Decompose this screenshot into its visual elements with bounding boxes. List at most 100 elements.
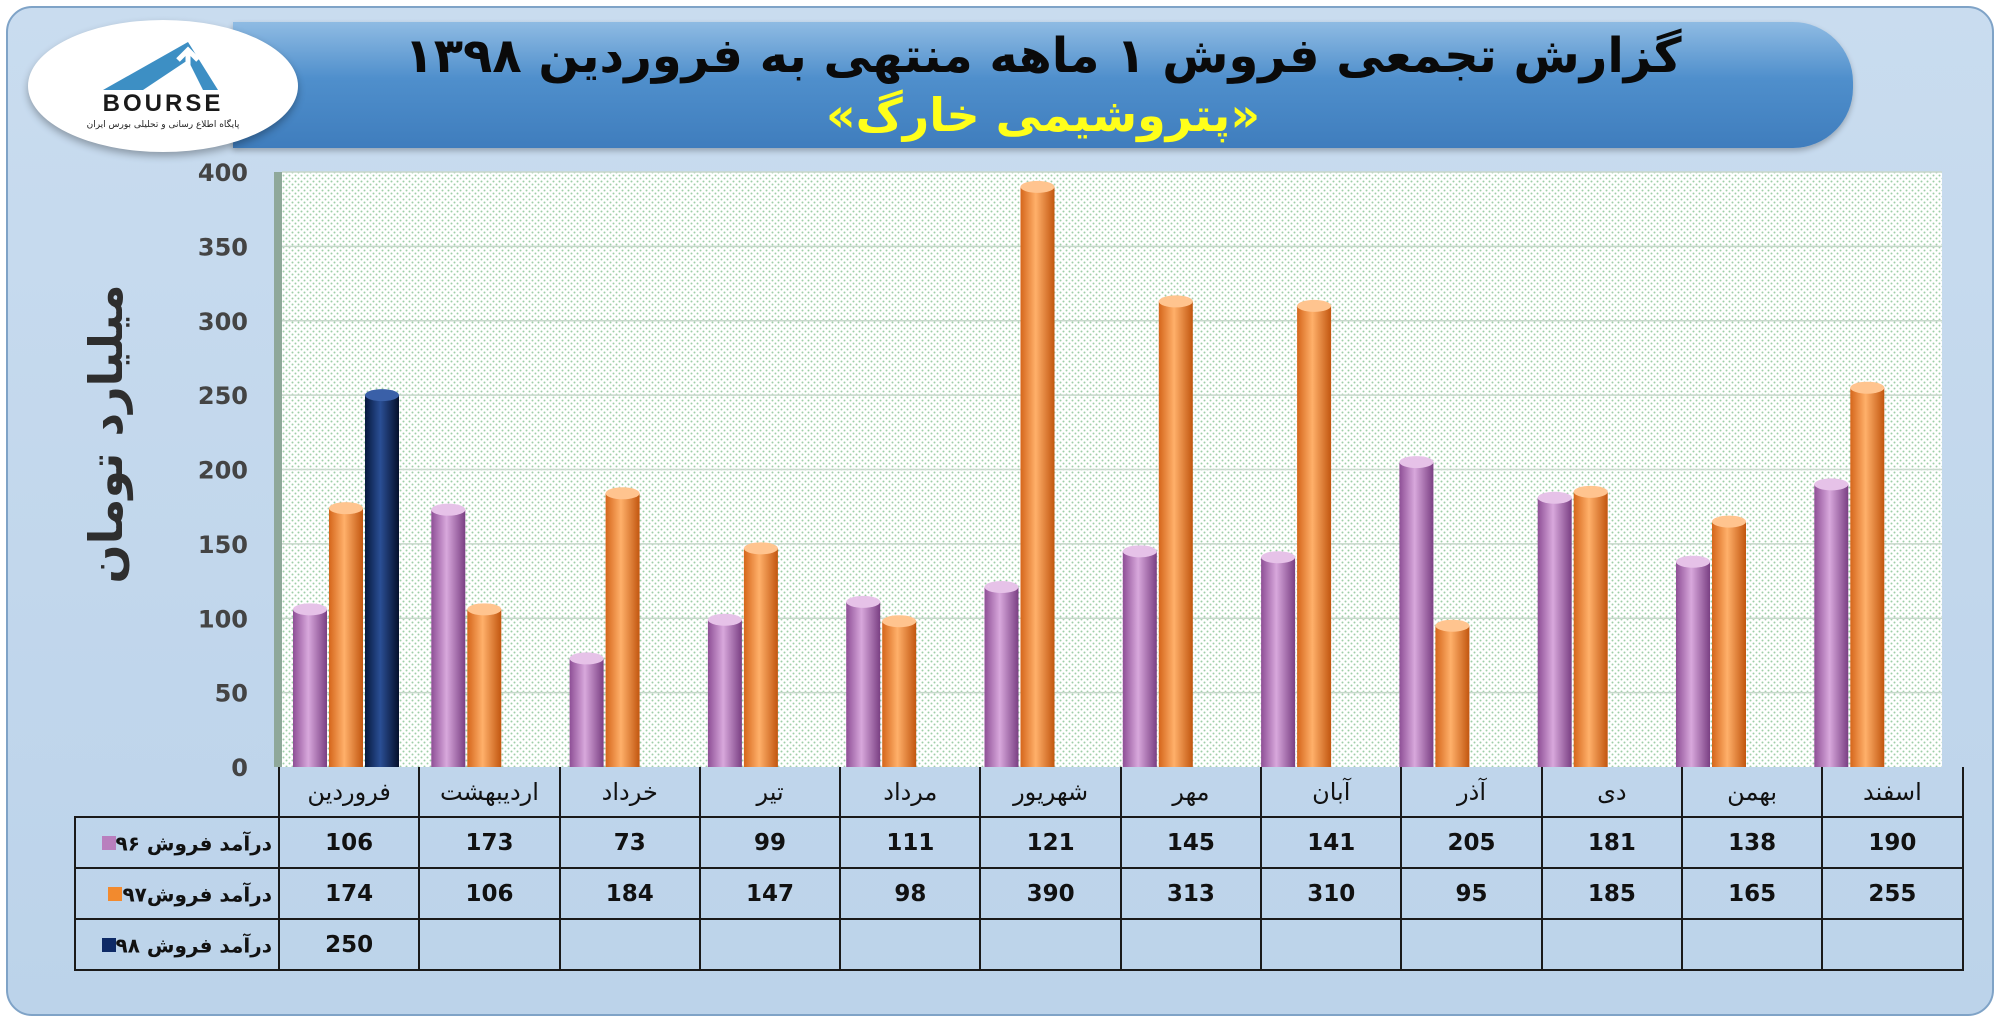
data-label: 390 xyxy=(979,867,1122,920)
category-label: بهمن xyxy=(1680,767,1824,818)
legend-entry: درآمد فروش ۹۸ xyxy=(74,918,280,971)
logo-text: BOURSE xyxy=(102,90,224,117)
data-label: 310 xyxy=(1260,867,1403,920)
bar xyxy=(1537,491,1572,767)
data-label xyxy=(418,918,561,971)
data-label: 165 xyxy=(1680,867,1824,920)
data-label: 250 xyxy=(277,918,421,971)
bar xyxy=(467,603,502,767)
data-label: 99 xyxy=(698,816,842,869)
bar xyxy=(984,581,1019,767)
data-label xyxy=(979,918,1122,971)
data-table: فروردین اردیبهشت خرداد تیر مرداد شهریور مهر آبا… xyxy=(74,767,1964,971)
data-label: 174 xyxy=(277,867,421,920)
data-label xyxy=(1119,918,1263,971)
data-label: 255 xyxy=(1821,867,1964,920)
data-label: 98 xyxy=(839,867,982,920)
legend-swatch xyxy=(101,836,116,851)
bar xyxy=(569,652,604,767)
data-label: 173 xyxy=(418,816,561,869)
bar xyxy=(743,542,778,767)
data-label: 145 xyxy=(1119,816,1263,869)
data-label: 205 xyxy=(1400,816,1543,869)
bars xyxy=(293,180,1885,767)
y-tick-label: 400 xyxy=(198,159,248,187)
category-label: آذر xyxy=(1400,767,1543,818)
category-label: مرداد xyxy=(839,767,982,818)
category-label: اسفند xyxy=(1821,767,1964,818)
bar xyxy=(329,502,363,767)
grid-lines xyxy=(282,171,1942,694)
bar xyxy=(1399,456,1434,767)
data-label xyxy=(1260,918,1403,971)
bar xyxy=(1712,515,1746,767)
bar xyxy=(1850,381,1885,767)
category-label: شهریور xyxy=(979,767,1122,818)
data-label: 111 xyxy=(839,816,982,869)
y-tick-label: 250 xyxy=(198,382,248,410)
bar xyxy=(1676,555,1710,767)
data-label xyxy=(698,918,842,971)
category-label: تیر xyxy=(698,767,842,818)
bar xyxy=(365,389,399,767)
bar xyxy=(1158,295,1193,767)
data-label: 138 xyxy=(1680,816,1824,869)
data-label: 181 xyxy=(1540,816,1683,869)
bar xyxy=(1814,478,1849,767)
data-label xyxy=(558,918,701,971)
legend-entry: درآمد فروش ۹۶ xyxy=(74,816,280,869)
bar xyxy=(293,603,327,767)
data-label: 106 xyxy=(418,867,561,920)
legend-swatch xyxy=(101,938,116,953)
data-label: 184 xyxy=(558,867,701,920)
data-label: 147 xyxy=(698,867,842,920)
data-label: 106 xyxy=(277,816,421,869)
data-label: 185 xyxy=(1540,867,1683,920)
legend-entry: درآمد فروش۹۷ xyxy=(74,867,280,920)
data-label xyxy=(1680,918,1824,971)
bar xyxy=(1261,551,1296,767)
data-label: 190 xyxy=(1821,816,1964,869)
y-tick-label: 0 xyxy=(231,754,248,782)
data-label: 73 xyxy=(558,816,701,869)
bar xyxy=(1122,545,1157,767)
bar xyxy=(1297,299,1332,767)
y-tick-label: 50 xyxy=(215,680,248,708)
chart-title: گزارش تجمعی فروش ۱ ماهه منتهی به فروردین… xyxy=(404,28,1682,84)
data-label xyxy=(839,918,982,971)
plot-side-wall xyxy=(274,172,282,767)
bar xyxy=(882,615,917,767)
y-axis-ticks: 0 50 100 150 200 250 300 350 400 xyxy=(198,159,248,782)
data-label xyxy=(1821,918,1964,971)
logo-emblem-icon xyxy=(103,42,218,90)
y-tick-label: 200 xyxy=(198,457,248,485)
category-label: فروردین xyxy=(277,767,421,818)
data-label: 95 xyxy=(1400,867,1543,920)
category-label: آبان xyxy=(1260,767,1403,818)
bar xyxy=(707,613,742,767)
category-label: خرداد xyxy=(558,767,701,818)
logo-tagline: پایگاه اطلاع رسانی و تحلیلی بورس ایران xyxy=(86,120,240,130)
data-label: 141 xyxy=(1260,816,1403,869)
y-tick-label: 350 xyxy=(198,233,248,261)
title-banner: گزارش تجمعی فروش ۱ ماهه منتهی به فروردین… xyxy=(233,22,1853,148)
bar xyxy=(1020,180,1055,767)
data-label: 121 xyxy=(979,816,1122,869)
y-tick-label: 150 xyxy=(198,531,248,559)
data-label: 313 xyxy=(1119,867,1263,920)
data-label xyxy=(1540,918,1683,971)
bar xyxy=(1435,619,1470,767)
category-label: دی xyxy=(1540,767,1683,818)
bar xyxy=(1573,485,1608,767)
y-tick-label: 100 xyxy=(198,605,248,633)
chart-subtitle: «پتروشیمی خارگ» xyxy=(825,88,1261,142)
bar xyxy=(605,487,640,767)
legend-swatch xyxy=(108,887,123,902)
y-tick-label: 300 xyxy=(198,308,248,336)
data-label xyxy=(1400,918,1543,971)
bar xyxy=(846,595,881,767)
category-label: اردیبهشت xyxy=(418,767,561,818)
bar xyxy=(431,503,466,767)
bourse-logo: BOURSE پایگاه اطلاع رسانی و تحلیلی بورس … xyxy=(28,20,298,152)
